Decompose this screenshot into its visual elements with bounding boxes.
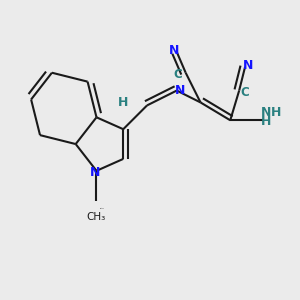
Text: CH₃: CH₃ bbox=[87, 212, 106, 222]
Text: H: H bbox=[118, 96, 128, 109]
Text: N: N bbox=[243, 59, 253, 72]
Text: N: N bbox=[169, 44, 179, 57]
Text: C: C bbox=[174, 68, 183, 81]
Text: H: H bbox=[271, 106, 281, 119]
Text: N: N bbox=[175, 84, 185, 97]
Text: H: H bbox=[261, 115, 271, 128]
Text: methyl: methyl bbox=[100, 208, 104, 209]
Text: N: N bbox=[261, 106, 271, 119]
Text: N: N bbox=[90, 166, 100, 179]
Text: C: C bbox=[241, 85, 250, 98]
